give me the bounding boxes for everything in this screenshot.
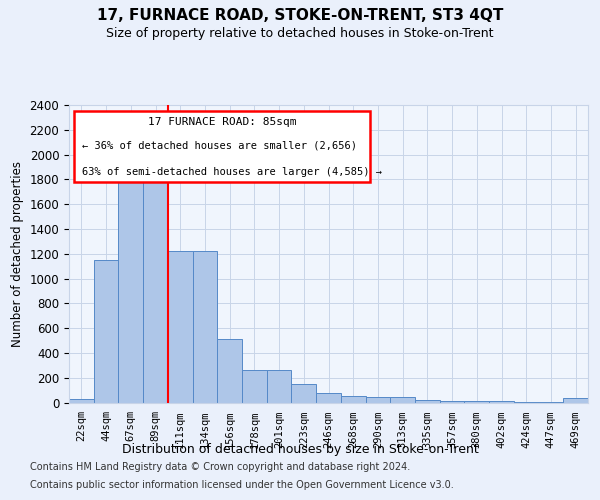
Text: 17 FURNACE ROAD: 85sqm: 17 FURNACE ROAD: 85sqm xyxy=(148,117,296,127)
Bar xyxy=(143,176,168,402)
Text: ← 36% of detached houses are smaller (2,656): ← 36% of detached houses are smaller (2,… xyxy=(82,140,357,150)
Bar xyxy=(316,392,341,402)
Text: 63% of semi-detached houses are larger (4,585) →: 63% of semi-detached houses are larger (… xyxy=(82,166,382,176)
Text: Contains HM Land Registry data © Crown copyright and database right 2024.: Contains HM Land Registry data © Crown c… xyxy=(30,462,410,472)
Text: 17, FURNACE ROAD, STOKE-ON-TRENT, ST3 4QT: 17, FURNACE ROAD, STOKE-ON-TRENT, ST3 4Q… xyxy=(97,8,503,22)
Bar xyxy=(415,400,440,402)
Bar xyxy=(69,399,94,402)
FancyBboxPatch shape xyxy=(74,111,370,182)
Text: Size of property relative to detached houses in Stoke-on-Trent: Size of property relative to detached ho… xyxy=(106,28,494,40)
Bar xyxy=(440,400,464,402)
Bar xyxy=(267,370,292,402)
Bar xyxy=(341,396,365,402)
Y-axis label: Number of detached properties: Number of detached properties xyxy=(11,161,24,347)
Bar xyxy=(292,384,316,402)
Bar xyxy=(390,397,415,402)
Bar xyxy=(365,397,390,402)
Text: Distribution of detached houses by size in Stoke-on-Trent: Distribution of detached houses by size … xyxy=(122,442,478,456)
Bar xyxy=(168,252,193,402)
Text: Contains public sector information licensed under the Open Government Licence v3: Contains public sector information licen… xyxy=(30,480,454,490)
Bar xyxy=(118,160,143,402)
Bar xyxy=(217,340,242,402)
Bar xyxy=(193,252,217,402)
Bar xyxy=(242,370,267,402)
Bar xyxy=(563,398,588,402)
Bar xyxy=(94,260,118,402)
